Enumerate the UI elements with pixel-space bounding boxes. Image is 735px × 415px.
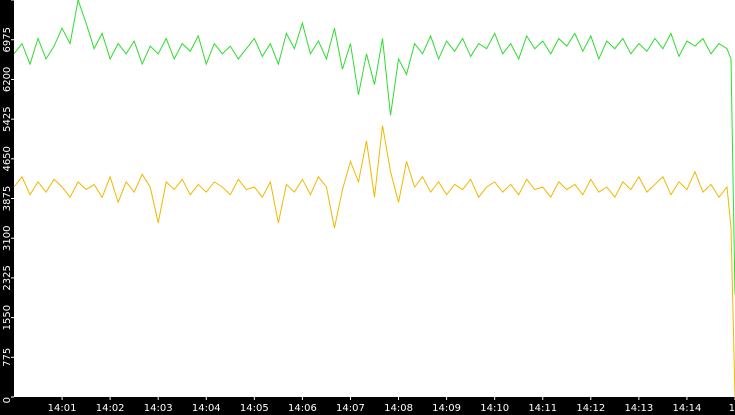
x-tick-label: 14:02 [96, 403, 125, 414]
x-tick-label: 14:03 [144, 403, 173, 414]
x-tick-label: 14:13 [624, 403, 653, 414]
y-tick-label: 5425 [2, 106, 13, 131]
y-tick-label: 4650 [2, 146, 13, 171]
series-line [13, 0, 735, 295]
x-tick-label: 14:05 [240, 403, 269, 414]
y-tick-label: 3100 [2, 225, 13, 250]
y-tick-label: 1550 [2, 305, 13, 330]
y-tick-label: 6975 [2, 27, 13, 52]
y-tick-label: 2325 [2, 265, 13, 290]
y-tick-label: 775 [2, 348, 13, 367]
x-tick-label: 14 [729, 403, 735, 414]
y-tick-label: 3875 [2, 186, 13, 211]
y-tick-label: 0 [2, 397, 13, 403]
plot-area [14, 0, 735, 397]
x-tick-label: 14:09 [432, 403, 461, 414]
x-tick-label: 14:12 [576, 403, 605, 414]
series-line [13, 125, 735, 398]
x-tick-label: 14:10 [480, 403, 509, 414]
x-tick-label: 14:07 [336, 403, 365, 414]
y-tick-label: 6200 [2, 67, 13, 92]
x-tick-label: 14:06 [288, 403, 317, 414]
x-tick-label: 14:08 [384, 403, 413, 414]
x-tick-label: 14:04 [192, 403, 221, 414]
x-tick-label: 14:01 [48, 403, 77, 414]
x-tick-label: 14:11 [528, 403, 557, 414]
x-tick-label: 14:14 [673, 403, 702, 414]
